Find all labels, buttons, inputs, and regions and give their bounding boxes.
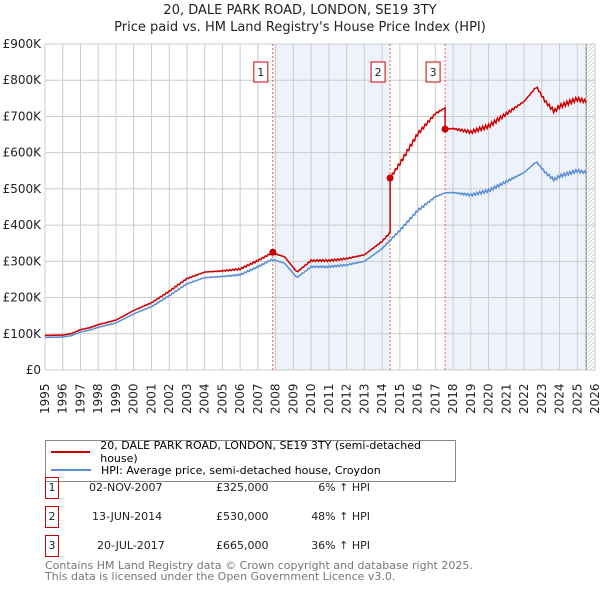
sale-point-3 xyxy=(441,125,449,133)
footer: Contains HM Land Registry data © Crown c… xyxy=(45,560,473,582)
y-tick-label: £200K xyxy=(3,291,43,305)
sale-label-box-1 xyxy=(253,61,269,83)
sale-label-box-3 xyxy=(425,61,441,83)
x-tick-label: 2026 xyxy=(588,383,600,414)
x-tick-label: 2020 xyxy=(482,383,496,414)
x-tick-label: 2018 xyxy=(446,383,460,414)
legend: 20, DALE PARK ROAD, LONDON, SE19 3TY (se… xyxy=(45,439,456,482)
sale-badge: 3 xyxy=(45,535,59,557)
sale-hpi-change: 6% ↑ HPI xyxy=(318,481,370,494)
sale-date: 13-JUN-2014 xyxy=(92,510,163,523)
sale-hpi-change: 48% ↑ HPI xyxy=(311,510,370,523)
x-tick-label: 2007 xyxy=(251,383,265,414)
x-tick-label: 1997 xyxy=(73,383,87,414)
legend-label-property: 20, DALE PARK ROAD, LONDON, SE19 3TY (se… xyxy=(100,439,421,465)
x-tick-label: 2003 xyxy=(180,383,194,414)
y-tick-label: £0 xyxy=(26,363,41,377)
sale-date: 02-NOV-2007 xyxy=(89,481,163,494)
sale-point-2 xyxy=(386,174,394,182)
sale-label-1: 1 xyxy=(257,66,264,79)
y-tick-label: £800K xyxy=(3,73,43,87)
x-tick-label: 2008 xyxy=(269,383,283,414)
x-tick-label: 1999 xyxy=(109,383,123,414)
forecast-hatch xyxy=(586,44,595,370)
y-tick-label: £400K xyxy=(3,218,43,232)
ownership-shade-1 xyxy=(445,44,587,370)
hpi-series-line xyxy=(44,161,587,339)
sale-label-2: 2 xyxy=(375,66,382,79)
sale-label-box-2 xyxy=(370,61,386,83)
sale-price: £530,000 xyxy=(216,510,269,523)
x-tick-label: 2005 xyxy=(215,383,229,414)
x-tick-label: 2006 xyxy=(233,383,247,414)
x-tick-label: 2023 xyxy=(535,383,549,414)
legend-item-hpi: HPI: Average price, semi-detached house,… xyxy=(51,462,381,478)
x-tick-label: 2012 xyxy=(340,383,354,414)
chart-subtitle: Price paid vs. HM Land Registry's House … xyxy=(114,20,486,35)
y-tick-label: £100K xyxy=(3,327,43,341)
ownership-shade-0 xyxy=(272,44,391,370)
sale-hpi-change: 36% ↑ HPI xyxy=(311,539,370,552)
sale-badge: 2 xyxy=(45,506,59,528)
hpi-line-swatch xyxy=(51,469,91,471)
x-tick-label: 1998 xyxy=(91,383,105,414)
x-tick-label: 2010 xyxy=(304,383,318,414)
sale-date: 20-JUL-2017 xyxy=(97,539,165,552)
sale-badge: 1 xyxy=(45,477,59,499)
y-tick-label: £600K xyxy=(3,146,43,160)
property-line-swatch xyxy=(51,451,91,453)
x-tick-label: 2002 xyxy=(162,383,176,414)
x-tick-label: 2017 xyxy=(428,383,442,414)
x-tick-label: 2024 xyxy=(553,383,567,414)
y-tick-label: £700K xyxy=(3,109,43,123)
x-tick-label: 2014 xyxy=(375,383,389,414)
price-chart: 1995 1996 1997 1998 1999 2000 2001 2002 2003 2004… xyxy=(3,37,600,414)
sale-point-1 xyxy=(269,248,277,256)
sale-label-3: 3 xyxy=(430,66,437,79)
x-tick-label: 1995 xyxy=(38,383,52,414)
y-tick-label: £300K xyxy=(3,254,43,268)
x-tick-label: 2016 xyxy=(411,383,425,414)
x-tick-label: 2019 xyxy=(464,383,478,414)
chart-title: 20, DALE PARK ROAD, LONDON, SE19 3TY xyxy=(163,3,437,18)
x-tick-label: 2000 xyxy=(127,383,141,414)
x-tick-label: 2004 xyxy=(198,383,212,414)
sale-price: £665,000 xyxy=(216,539,269,552)
x-tick-label: 2025 xyxy=(570,383,584,414)
x-tick-label: 2011 xyxy=(322,383,336,414)
x-tick-label: 2001 xyxy=(144,383,158,414)
sale-price: £325,000 xyxy=(216,481,269,494)
footer-copyright: Contains HM Land Registry data © Crown c… xyxy=(45,559,473,572)
legend-label-hpi: HPI: Average price, semi-detached house,… xyxy=(101,463,381,477)
x-tick-label: 2015 xyxy=(393,383,407,414)
y-tick-label: £900K xyxy=(3,37,43,51)
legend-item-property: 20, DALE PARK ROAD, LONDON, SE19 3TY (se… xyxy=(51,439,455,465)
x-tick-label: 2021 xyxy=(499,383,513,414)
property-series-line xyxy=(44,86,587,337)
x-tick-label: 1996 xyxy=(56,383,70,414)
x-tick-label: 2022 xyxy=(517,383,531,414)
x-tick-label: 2013 xyxy=(357,383,371,414)
y-tick-label: £500K xyxy=(3,182,43,196)
x-tick-label: 2009 xyxy=(286,383,300,414)
footer-licence: This data is licensed under the Open Gov… xyxy=(45,570,396,583)
